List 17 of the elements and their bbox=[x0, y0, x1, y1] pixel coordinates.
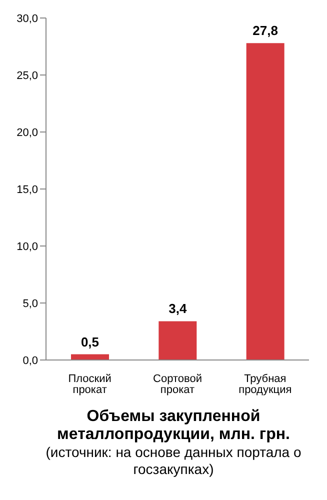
y-tick-label: 30,0 bbox=[16, 12, 38, 25]
y-tick-label: 15,0 bbox=[16, 184, 38, 196]
x-tick-label: Сортовой прокат bbox=[153, 372, 202, 396]
x-tick-label: Плоский прокат bbox=[68, 372, 112, 396]
text: (источник: на основе данных портала о госзакупках) bbox=[44, 444, 302, 478]
y-tick-label: 5,0 bbox=[22, 298, 38, 310]
data-label: 0,5 bbox=[80, 334, 100, 350]
bar bbox=[158, 321, 197, 360]
data-label: 3,4 bbox=[168, 301, 188, 316]
y-tick-label: 10,0 bbox=[16, 240, 38, 253]
y-tick-label: 20,0 bbox=[16, 126, 38, 139]
bar bbox=[246, 43, 284, 360]
text: Объемы закупленной металлопродукции, млн. грн. bbox=[56, 408, 291, 444]
y-tick-label: 0,0 bbox=[22, 354, 38, 367]
data-label: 27,8 bbox=[252, 23, 278, 38]
x-tick-label: Трубная продукция bbox=[238, 372, 292, 396]
y-tick-label: 25,0 bbox=[16, 70, 38, 82]
